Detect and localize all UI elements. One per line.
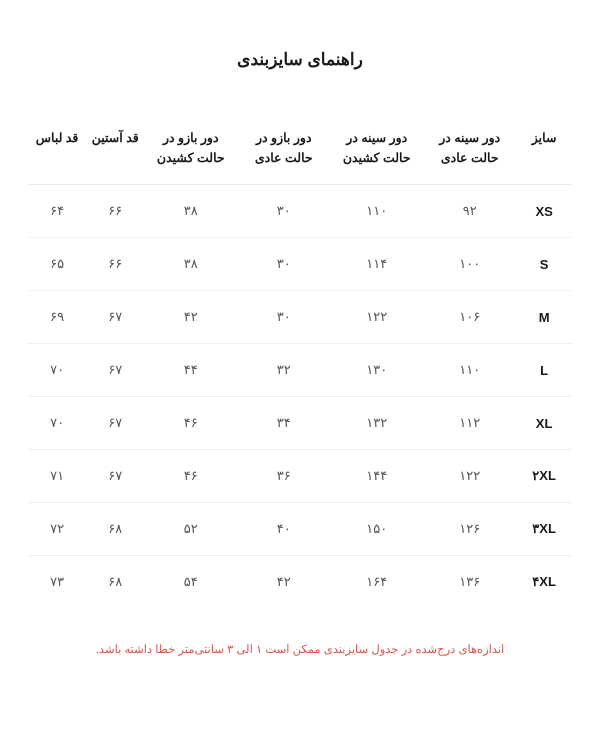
table-row: XL ۱۱۲ ۱۳۲ ۳۴ ۴۶ ۶۷ ۷۰ [28,397,572,450]
cell: ۳۸ [144,238,237,291]
cell: ۶۷ [86,397,144,450]
cell: ۷۰ [28,397,86,450]
cell: ۶۵ [28,238,86,291]
cell: ۷۱ [28,450,86,503]
size-table: سایز دور سینه در حالت عادی دور سینه در ح… [28,120,572,608]
cell: ۵۲ [144,503,237,556]
cell: ۴۴ [144,344,237,397]
cell: ۱۱۴ [330,238,423,291]
cell: ۱۲۲ [423,450,516,503]
cell: ۳۰ [237,291,330,344]
cell: ۱۱۰ [330,185,423,238]
cell: ۳۰ [237,238,330,291]
cell: ۳۲ [237,344,330,397]
cell: ۶۴ [28,185,86,238]
cell: ۱۶۴ [330,556,423,609]
cell: ۱۲۲ [330,291,423,344]
table-row: ۳XL ۱۲۶ ۱۵۰ ۴۰ ۵۲ ۶۸ ۷۲ [28,503,572,556]
cell-size: M [516,291,572,344]
cell-size: ۲XL [516,450,572,503]
table-row: S ۱۰۰ ۱۱۴ ۳۰ ۳۸ ۶۶ ۶۵ [28,238,572,291]
cell: ۳۸ [144,185,237,238]
cell: ۴۲ [237,556,330,609]
cell: ۶۸ [86,503,144,556]
col-sleeve-length: قد آستین [86,120,144,185]
table-header-row: سایز دور سینه در حالت عادی دور سینه در ح… [28,120,572,185]
cell: ۹۲ [423,185,516,238]
cell-size: L [516,344,572,397]
table-row: ۴XL ۱۳۶ ۱۶۴ ۴۲ ۵۴ ۶۸ ۷۳ [28,556,572,609]
cell: ۶۹ [28,291,86,344]
cell: ۴۶ [144,397,237,450]
cell: ۶۶ [86,238,144,291]
cell: ۱۱۰ [423,344,516,397]
cell: ۷۰ [28,344,86,397]
cell: ۴۰ [237,503,330,556]
cell: ۱۱۲ [423,397,516,450]
cell-size: ۳XL [516,503,572,556]
cell: ۶۷ [86,344,144,397]
cell-size: XL [516,397,572,450]
cell: ۱۴۴ [330,450,423,503]
table-row: XS ۹۲ ۱۱۰ ۳۰ ۳۸ ۶۶ ۶۴ [28,185,572,238]
col-arm-normal: دور بازو در حالت عادی [237,120,330,185]
cell: ۴۲ [144,291,237,344]
sizing-footnote: اندازه‌های درج‌شده در جدول سایزبندی ممکن… [28,642,572,656]
cell: ۱۳۰ [330,344,423,397]
cell: ۵۴ [144,556,237,609]
cell: ۱۳۲ [330,397,423,450]
cell: ۶۶ [86,185,144,238]
cell: ۱۲۶ [423,503,516,556]
cell: ۴۶ [144,450,237,503]
cell: ۶۷ [86,291,144,344]
cell: ۷۳ [28,556,86,609]
cell: ۱۰۰ [423,238,516,291]
cell-size: S [516,238,572,291]
cell: ۷۲ [28,503,86,556]
col-size: سایز [516,120,572,185]
col-arm-stretched: دور بازو در حالت کشیدن [144,120,237,185]
cell: ۳۴ [237,397,330,450]
cell: ۳۰ [237,185,330,238]
table-row: ۲XL ۱۲۲ ۱۴۴ ۳۶ ۴۶ ۶۷ ۷۱ [28,450,572,503]
cell: ۱۵۰ [330,503,423,556]
col-chest-normal: دور سینه در حالت عادی [423,120,516,185]
table-row: M ۱۰۶ ۱۲۲ ۳۰ ۴۲ ۶۷ ۶۹ [28,291,572,344]
cell: ۶۷ [86,450,144,503]
table-body: XS ۹۲ ۱۱۰ ۳۰ ۳۸ ۶۶ ۶۴ S ۱۰۰ ۱۱۴ ۳۰ ۳۸ ۶۶… [28,185,572,609]
cell: ۱۳۶ [423,556,516,609]
cell-size: XS [516,185,572,238]
cell: ۳۶ [237,450,330,503]
sizing-guide-title: راهنمای سایزبندی [28,50,572,70]
cell: ۶۸ [86,556,144,609]
col-garment-length: قد لباس [28,120,86,185]
table-row: L ۱۱۰ ۱۳۰ ۳۲ ۴۴ ۶۷ ۷۰ [28,344,572,397]
col-chest-stretched: دور سینه در حالت کشیدن [330,120,423,185]
cell-size: ۴XL [516,556,572,609]
cell: ۱۰۶ [423,291,516,344]
